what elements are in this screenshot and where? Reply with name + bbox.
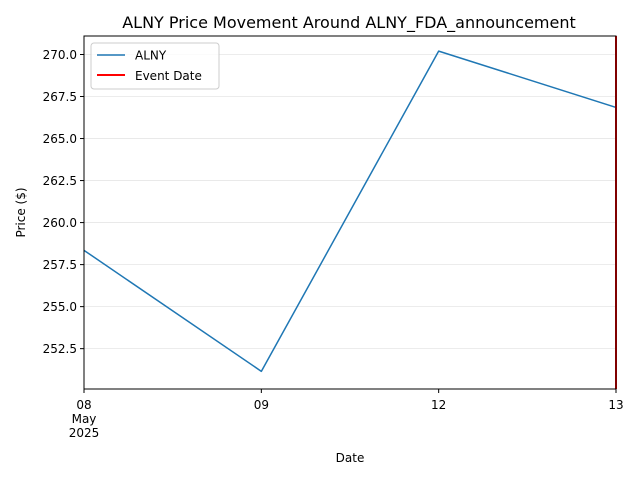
- legend-label-event-date: Event Date: [135, 69, 202, 83]
- y-tick-label: 260.0: [43, 216, 77, 230]
- y-tick-label: 265.0: [43, 132, 77, 146]
- axes-frame: [83, 35, 617, 390]
- series-line-alny: [83, 50, 617, 373]
- x-tick-label: 2025: [69, 426, 100, 440]
- y-axis-ticks: 252.5 255.0 257.5 260.0 262.5 265.0 267.5 270.0: [43, 48, 84, 356]
- y-tick-label: 252.5: [43, 342, 77, 356]
- y-tick-label: 257.5: [43, 258, 77, 272]
- y-tick-label: 267.5: [43, 90, 77, 104]
- y-tick-label: 255.0: [43, 300, 77, 314]
- y-tick-label: 262.5: [43, 174, 77, 188]
- x-tick-label: 09: [254, 398, 269, 412]
- x-tick-label: 13: [608, 398, 623, 412]
- y-axis-label: Price ($): [14, 187, 28, 237]
- x-tick-label: 08: [76, 398, 91, 412]
- x-tick-label: May: [72, 412, 97, 426]
- legend: ALNY Event Date: [90, 42, 220, 90]
- legend-label-alny: ALNY: [135, 49, 167, 63]
- x-tick-label: 12: [431, 398, 446, 412]
- x-axis-label: Date: [336, 451, 365, 465]
- grid-lines: [84, 54, 616, 350]
- y-tick-label: 270.0: [43, 48, 77, 62]
- chart-title: ALNY Price Movement Around ALNY_FDA_anno…: [122, 13, 576, 33]
